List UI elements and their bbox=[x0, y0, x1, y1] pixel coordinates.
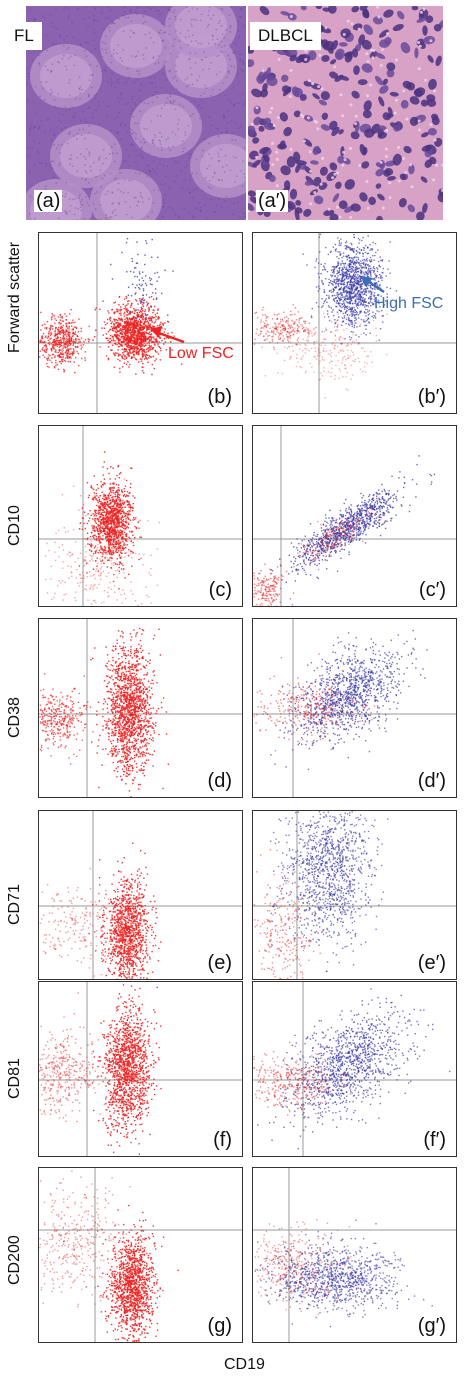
panel-label: (f) bbox=[213, 1129, 232, 1151]
flow-plot-left-0: (b) bbox=[38, 232, 243, 414]
x-axis-label: CD19 bbox=[224, 1356, 265, 1373]
panel-label: (e′) bbox=[417, 952, 446, 974]
high-fsc-arrow bbox=[361, 276, 385, 294]
flow-plot-right-3: (e′) bbox=[252, 810, 457, 980]
panel-label: (c) bbox=[208, 579, 232, 601]
flow-plot-right-1: (c′) bbox=[252, 425, 457, 607]
y-axis-label: CD200 bbox=[6, 1235, 23, 1285]
panel-label: (b′) bbox=[417, 386, 446, 408]
flow-plot-left-3: (e) bbox=[38, 810, 243, 980]
panel-label: (g′) bbox=[417, 1315, 446, 1337]
y-axis-label: CD81 bbox=[6, 1058, 23, 1099]
panel-label: (c′) bbox=[418, 579, 446, 601]
fl-title: FL bbox=[6, 22, 42, 50]
y-axis-label: CD38 bbox=[6, 697, 23, 738]
flow-plot-right-5: (g′) bbox=[252, 1167, 457, 1343]
y-axis-label: CD10 bbox=[6, 505, 23, 546]
panel-label: (d) bbox=[207, 770, 232, 792]
y-axis-label: CD71 bbox=[6, 884, 23, 925]
panel-label-a: (a) bbox=[34, 190, 63, 212]
flow-plot-right-0: (b′) bbox=[252, 232, 457, 414]
dlbcl-title: DLBCL bbox=[250, 22, 321, 50]
flow-plot-left-2: (d) bbox=[38, 618, 243, 798]
y-axis-label: Forward scatter bbox=[6, 241, 23, 353]
low-fsc-arrow bbox=[150, 326, 185, 344]
panel-label: (d′) bbox=[417, 770, 446, 792]
panel-label-a-prime: (a′) bbox=[256, 190, 289, 212]
panel-label: (e) bbox=[207, 952, 232, 974]
panel-label: (f′) bbox=[423, 1129, 446, 1151]
panel-label: (g) bbox=[207, 1315, 232, 1337]
flow-plot-left-1: (c) bbox=[38, 425, 243, 607]
histology-fl-image bbox=[26, 6, 246, 220]
panel-label: (b) bbox=[207, 386, 232, 408]
flow-plot-right-4: (f′) bbox=[252, 981, 457, 1157]
low-fsc-annotation: Low FSC bbox=[168, 345, 234, 362]
flow-plot-left-5: (g) bbox=[38, 1167, 243, 1343]
flow-plot-right-2: (d′) bbox=[252, 618, 457, 798]
high-fsc-annotation: High FSC bbox=[374, 295, 444, 312]
flow-plot-left-4: (f) bbox=[38, 981, 243, 1157]
